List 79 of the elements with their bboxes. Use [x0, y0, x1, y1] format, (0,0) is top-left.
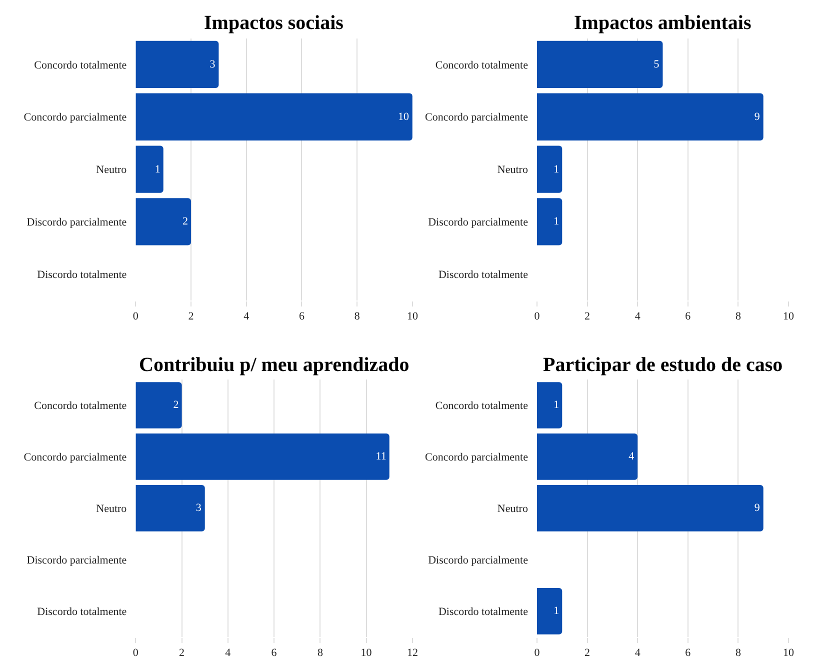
data-label: 4	[628, 450, 635, 463]
chart-title: Participar de estudo de caso	[543, 354, 783, 376]
data-label: 2	[182, 216, 188, 228]
data-label: 11	[376, 450, 386, 463]
bar	[136, 40, 219, 88]
data-label: 1	[554, 163, 560, 176]
x-tick-label: 6	[298, 310, 305, 322]
y-tick-label: Concordo parcialmente	[24, 112, 127, 124]
y-tick-label: Concordo parcialmente	[24, 452, 127, 464]
bar	[536, 485, 764, 532]
bar	[136, 434, 390, 480]
y-tick-label: Concordo parcialmente	[425, 112, 528, 124]
x-tick-label: 2	[179, 647, 185, 660]
x-tick-label: 6	[271, 647, 278, 660]
x-tick-label: 2	[584, 310, 590, 322]
x-tick-label: 8	[317, 647, 324, 660]
data-label: 2	[173, 399, 179, 412]
y-tick-label: Neutro	[497, 503, 528, 516]
x-tick-label: 10	[783, 647, 795, 660]
x-tick-label: 8	[735, 647, 742, 660]
x-tick-label: 2	[584, 647, 590, 660]
x-tick-label: 4	[225, 647, 232, 660]
bar	[536, 93, 764, 140]
bar	[536, 198, 562, 246]
y-tick-label: Concordo totalmente	[435, 59, 528, 72]
y-tick-label: Neutro	[96, 164, 128, 176]
chart-title: Impactos sociais	[204, 12, 344, 34]
y-tick-label: Discordo parcialmente	[428, 554, 528, 567]
y-tick-label: Concordo parcialmente	[425, 452, 528, 464]
x-tick-label: 4	[634, 647, 641, 660]
y-tick-label: Neutro	[96, 503, 128, 516]
y-tick-label: Concordo totalmente	[34, 400, 127, 412]
data-label: 1	[554, 216, 560, 228]
chart-title: Impactos ambientais	[574, 12, 752, 34]
y-tick-label: Concordo totalmente	[34, 59, 127, 72]
bar	[136, 146, 164, 193]
bar	[536, 382, 562, 428]
x-tick-label: 4	[634, 310, 641, 322]
x-tick-label: 12	[406, 647, 418, 660]
bar	[136, 485, 205, 532]
y-tick-label: Discordo totalmente	[438, 606, 528, 618]
x-tick-label: 10	[406, 310, 418, 322]
data-label: 9	[754, 502, 760, 514]
x-tick-label: 10	[360, 647, 372, 660]
y-tick-label: Discordo parcialmente	[26, 554, 127, 567]
chart-title: Contribuiu p/ meu aprendizado	[139, 354, 410, 376]
x-tick-label: 0	[132, 310, 139, 322]
data-label: 3	[210, 58, 216, 70]
x-tick-label: 10	[783, 310, 795, 322]
data-label: 1	[554, 605, 560, 618]
bar	[536, 40, 663, 88]
x-tick-label: 2	[188, 310, 194, 322]
x-tick-label: 0	[534, 310, 540, 322]
data-label: 1	[554, 399, 560, 412]
bar	[536, 588, 562, 634]
bar	[536, 146, 562, 193]
x-tick-label: 8	[354, 310, 360, 322]
data-label: 1	[154, 163, 160, 176]
x-tick-label: 4	[244, 310, 250, 322]
bar	[136, 382, 182, 428]
data-label: 10	[398, 110, 410, 123]
y-tick-label: Discordo parcialmente	[26, 216, 127, 229]
x-tick-label: 8	[735, 310, 742, 322]
x-tick-label: 0	[534, 647, 540, 660]
y-tick-label: Discordo totalmente	[37, 268, 127, 281]
y-tick-label: Concordo totalmente	[435, 400, 528, 412]
data-label: 9	[754, 110, 760, 123]
data-label: 3	[196, 502, 202, 514]
y-tick-label: Discordo totalmente	[37, 606, 127, 618]
y-tick-label: Neutro	[497, 164, 528, 176]
y-tick-label: Discordo totalmente	[438, 268, 528, 281]
bar	[536, 434, 638, 480]
x-tick-label: 0	[132, 647, 139, 660]
bar	[136, 198, 192, 246]
data-label: 5	[654, 58, 660, 70]
x-tick-label: 6	[685, 647, 692, 660]
y-tick-label: Discordo parcialmente	[428, 216, 528, 229]
x-tick-label: 6	[685, 310, 692, 322]
bar	[136, 93, 412, 140]
